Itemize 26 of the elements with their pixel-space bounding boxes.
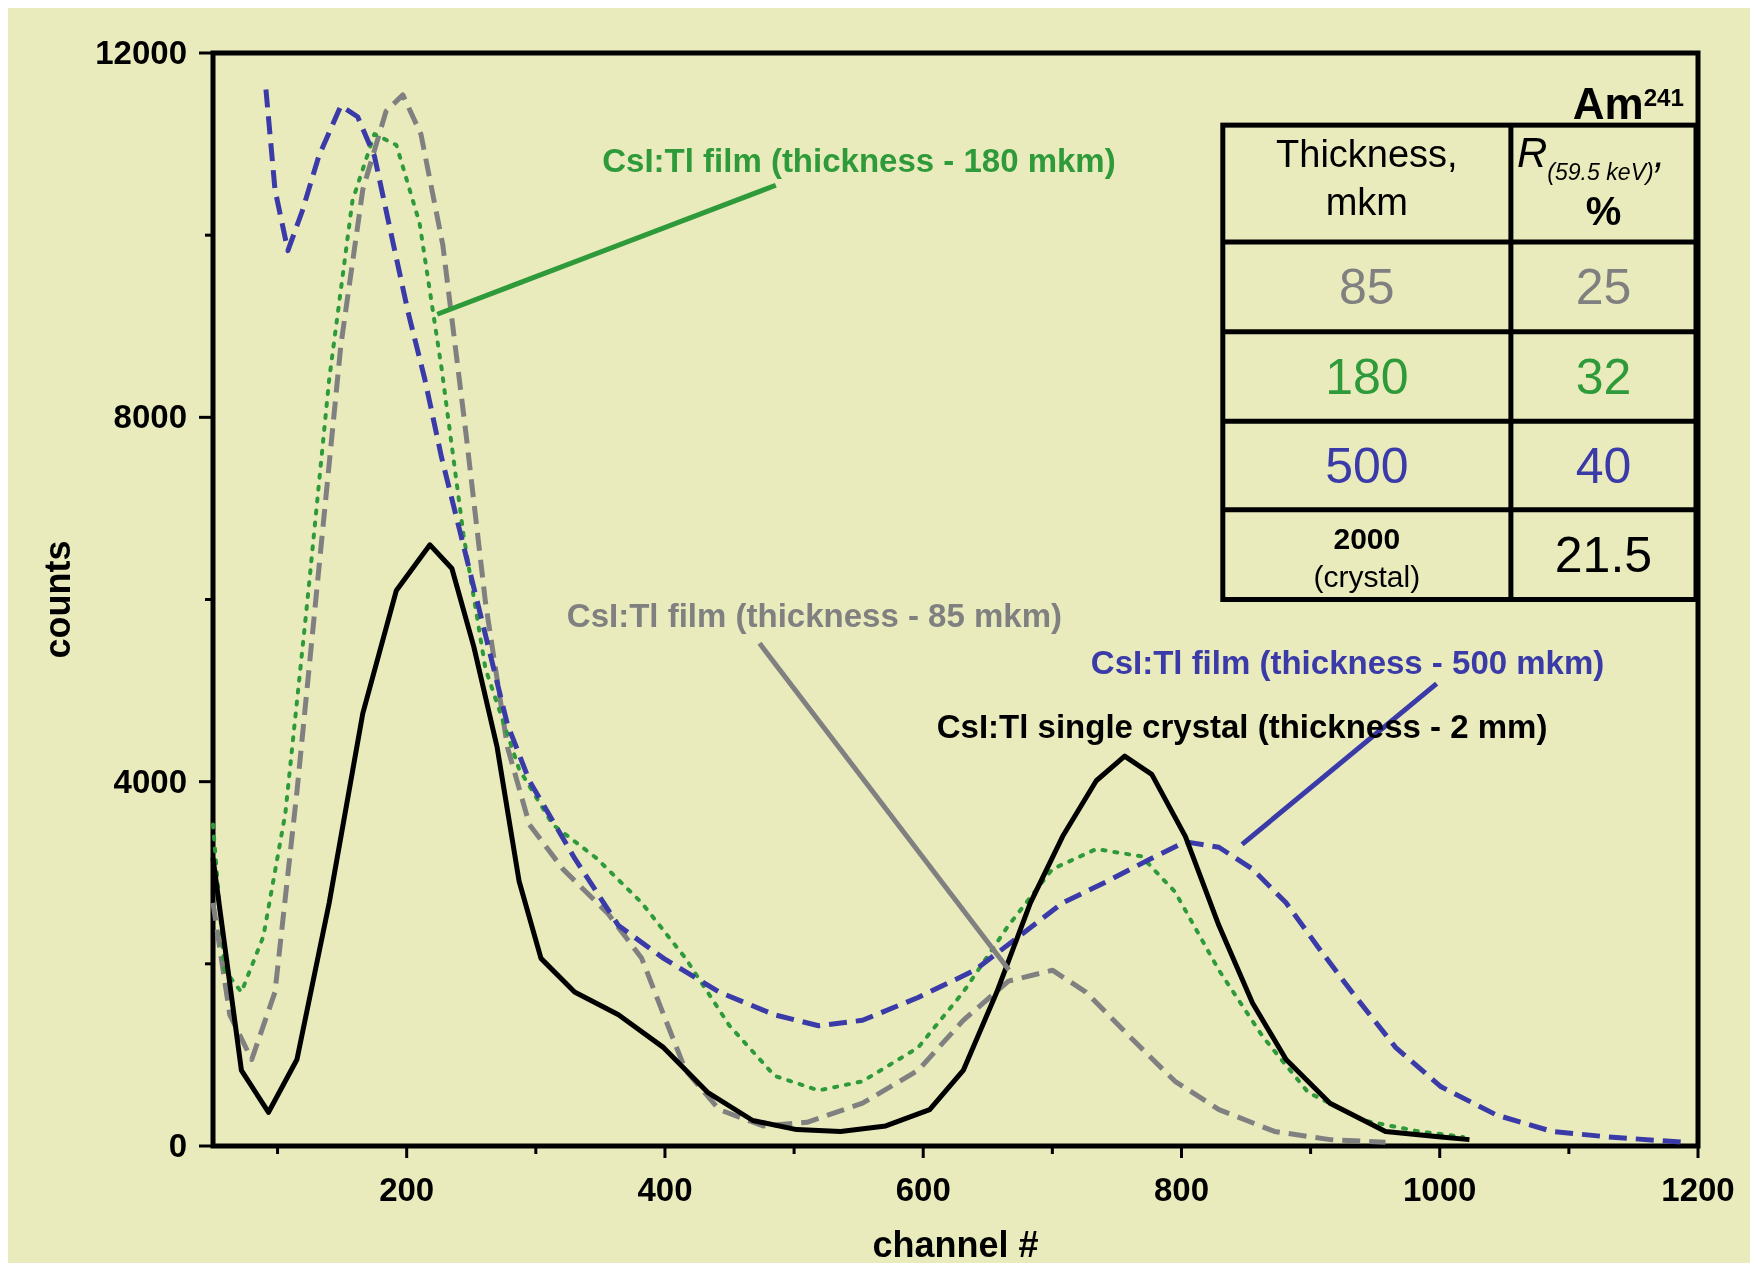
y-tick-label: 4000 [113,762,187,800]
x-tick-label: 1200 [1661,1171,1735,1208]
annotation: 500 [1325,437,1409,494]
text: CsI:Tl film (thickness - 85 mkm) [566,596,1062,634]
x-tick-label: 200 [379,1171,435,1208]
annotation: 40 [1575,437,1632,494]
y-tick-label: 12000 [95,34,187,71]
annotation: 25 [1575,258,1632,315]
y-tick-label: 0 [168,1127,187,1164]
annotation: R$_{(59.5 keV)}$, % [1516,129,1666,234]
annotation: 21.5 [1554,526,1653,583]
x-axis-title: channel # [872,1224,1039,1265]
annotation: 180 [1325,348,1409,405]
annotation: 32 [1575,348,1632,405]
annotation: Am$^{241}$ [1572,79,1684,129]
x-tick-label: 600 [895,1171,951,1208]
annotation: 85 [1339,258,1395,315]
x-tick-label: 800 [1153,1171,1210,1208]
x-tick-label: 400 [637,1171,693,1208]
text: CsI:Tl film (thickness - 180 mkm) [602,142,1116,180]
text: CsI:Tl film (thickness - 500 mkm) [1090,643,1605,681]
annotation: 2000 (crystal) [1313,521,1421,593]
annotation: Thickness, mkm [1276,133,1458,224]
y-axis-title: counts [37,540,78,659]
x-tick-label: 1000 [1403,1171,1477,1208]
y-tick-label: 8000 [113,398,187,436]
